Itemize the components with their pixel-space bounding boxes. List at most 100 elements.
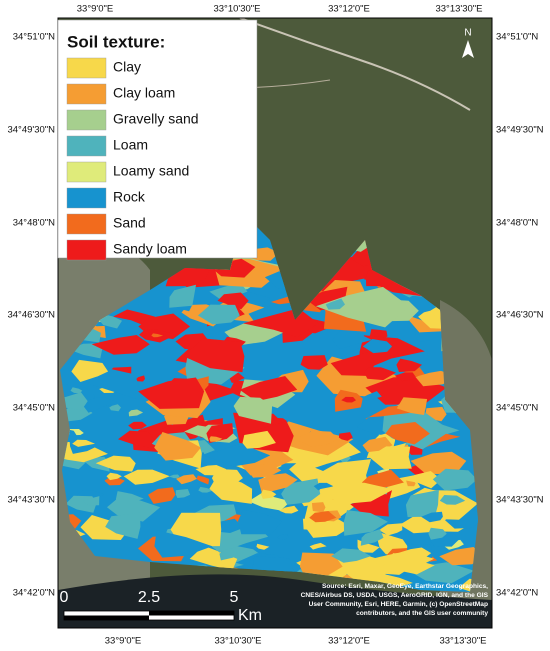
soil-patch (233, 396, 273, 424)
north-label: N (464, 28, 471, 39)
soil-patch (315, 286, 409, 328)
latitude-label: 34°49'30"N (7, 125, 55, 136)
soil-patch (432, 468, 478, 491)
soil-patch (300, 355, 328, 370)
scale-unit: Km (238, 607, 262, 624)
legend-label: Loam (113, 137, 148, 153)
soil-patch (360, 529, 384, 546)
soil-patch (217, 292, 249, 310)
legend-swatch (66, 109, 107, 131)
scale-bar (63, 610, 235, 621)
soil-patch (331, 548, 371, 563)
soil-patch (364, 367, 396, 381)
source-text: CNES/Airbus DS, USDA, USGS, AeroGRID, IG… (301, 592, 489, 599)
soil-patch (277, 534, 289, 540)
legend-label: Sandy loam (113, 241, 187, 257)
latitude-label: 34°43'30"N (496, 495, 544, 506)
soil-patch (362, 339, 393, 354)
soil-patch (107, 499, 161, 522)
soil-patch (364, 391, 382, 401)
latitude-label: 34°46'30"N (496, 310, 544, 321)
soil-patch (390, 553, 406, 566)
soil-patch (394, 372, 415, 382)
soil-patch (128, 409, 144, 417)
soil-patch (209, 282, 248, 300)
latitude-label: 34°51'0"N (496, 32, 538, 43)
longitude-label: 33°9'0"E (105, 636, 141, 647)
soil-patch (438, 584, 458, 590)
soil-patch (319, 482, 394, 505)
latitude-label: 34°42'0"N (496, 588, 538, 599)
soil-patch (279, 505, 299, 514)
soil-patch (148, 487, 176, 504)
highway (239, 18, 471, 111)
source-text: contributors, and the GIS user community (356, 610, 488, 617)
latitude-label: 34°48'0"N (496, 218, 538, 229)
scale-label: 2.5 (138, 589, 160, 606)
map-frame (57, 17, 493, 629)
soil-patch (62, 404, 93, 422)
soil-patch (175, 489, 191, 498)
soil-patch (330, 351, 375, 376)
longitude-label: 33°12'0"E (328, 636, 370, 647)
longitude-label: 33°12'0"E (328, 4, 370, 15)
legend-swatch (66, 213, 107, 235)
soil-patch (176, 474, 197, 485)
soil-patch (439, 547, 478, 566)
soil-patch (428, 527, 447, 540)
soil-patch (350, 489, 393, 517)
soil-patch (238, 509, 282, 535)
legend-swatch (66, 83, 107, 105)
soil-patch (219, 547, 238, 561)
soil-patch (256, 543, 270, 550)
latitude-label: 34°46'30"N (7, 310, 55, 321)
latitude-label: 34°45'0"N (13, 403, 55, 414)
longitude-label: 33°13'30"E (439, 636, 486, 647)
soil-patch (338, 432, 353, 441)
legend-label: Clay loam (113, 85, 175, 101)
source-text: User Community, Esri, HERE, Garmin, (c) … (309, 601, 488, 608)
soil-patch (302, 518, 323, 531)
soil-patch (169, 474, 180, 479)
soil-patch (258, 473, 298, 494)
soil-patch (458, 578, 478, 592)
soil-patch (106, 472, 122, 481)
soil-patch (396, 358, 422, 372)
soil-patch (260, 489, 277, 499)
soil-patch (405, 490, 439, 518)
scale-label: 5 (230, 589, 239, 606)
soil-patch (123, 469, 170, 485)
soil-patch (309, 542, 327, 550)
soil-patch (198, 304, 240, 325)
soil-patch (312, 502, 326, 513)
latitude-label: 34°49'30"N (496, 125, 544, 136)
soil-patch (95, 455, 136, 472)
legend-swatch (66, 239, 107, 261)
soil-patch (325, 298, 345, 310)
soil-patch (169, 284, 196, 308)
soil-patch (71, 359, 109, 382)
legend-swatch (66, 161, 107, 183)
soil-patch (365, 270, 401, 287)
soil-patch (209, 474, 253, 504)
scale-bar-segment (64, 615, 149, 620)
soil-patch (198, 486, 213, 493)
latitude-label: 34°45'0"N (496, 403, 538, 414)
legend-label: Clay (113, 59, 141, 75)
soil-patch (281, 478, 321, 505)
soil-patch (315, 459, 371, 491)
latitude-label: 34°42'0"N (13, 588, 55, 599)
scale-bar-segment (149, 611, 234, 616)
soil-patch (385, 422, 430, 445)
latitude-label: 34°48'0"N (13, 218, 55, 229)
soil-patch (247, 463, 282, 478)
longitude-label: 33°13'30"E (435, 4, 482, 15)
soil-patch (138, 377, 205, 409)
legend-label: Gravelly sand (113, 111, 199, 127)
north-arrow: N (462, 28, 474, 58)
soil-patch (400, 471, 442, 489)
soil-patch (136, 375, 145, 382)
soil-patch (379, 523, 403, 536)
soil-patch (183, 338, 245, 373)
